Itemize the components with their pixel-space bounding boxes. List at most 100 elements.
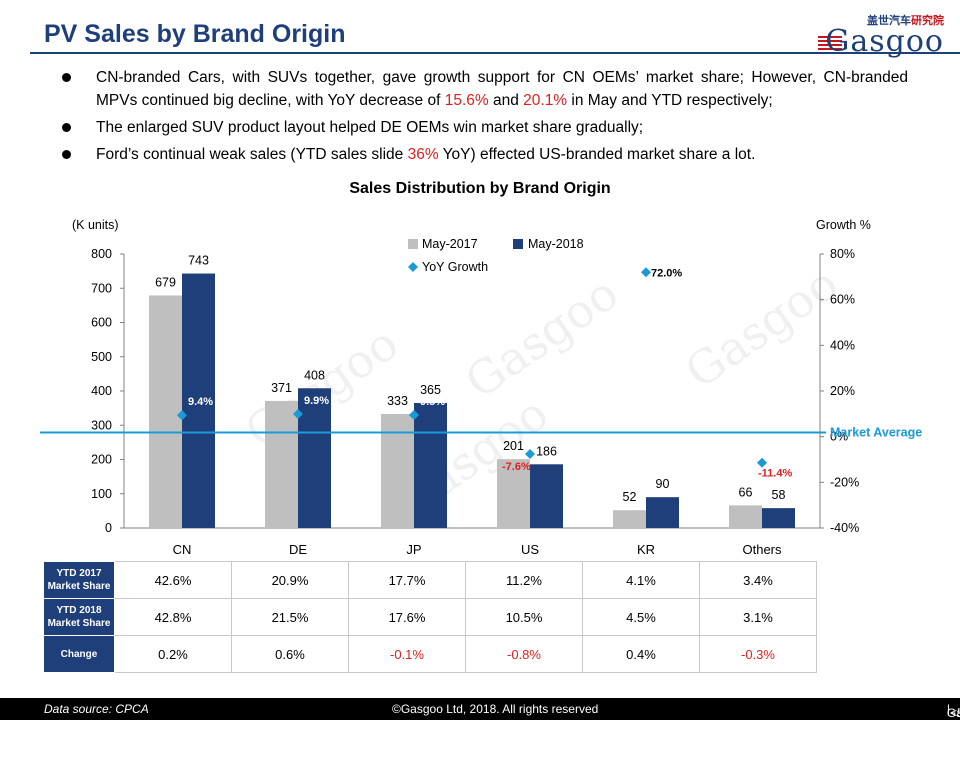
category-label: CN bbox=[173, 542, 192, 557]
bar-value-label: 66 bbox=[739, 485, 753, 499]
bar-value-label: 365 bbox=[420, 383, 441, 397]
category-label: DE bbox=[289, 542, 307, 557]
bullet-item: Ford’s continual weak sales (YTD sales s… bbox=[62, 143, 908, 166]
bar-value-label: 186 bbox=[536, 444, 557, 458]
table-cell: 0.6% bbox=[231, 635, 349, 673]
yoy-growth-label: 9.5% bbox=[420, 396, 445, 408]
left-tick-label: 600 bbox=[91, 316, 112, 330]
yoy-growth-marker bbox=[177, 410, 187, 421]
bar-value-label: 201 bbox=[503, 439, 524, 453]
bullet-text: The enlarged SUV product layout helped D… bbox=[96, 119, 644, 136]
table-cell: 17.6% bbox=[348, 598, 466, 636]
table-cell: 42.8% bbox=[114, 598, 232, 636]
bar-may-2017 bbox=[265, 400, 298, 528]
bar-may-2017 bbox=[729, 505, 762, 528]
category-label: US bbox=[521, 542, 539, 557]
right-axis-title: Growth % bbox=[816, 218, 871, 232]
bullet-text: CN-branded Cars, with SUVs together, gav… bbox=[96, 69, 908, 109]
page-title: PV Sales by Brand Origin bbox=[44, 20, 346, 48]
chart-title: Sales Distribution by Brand Origin bbox=[349, 180, 611, 197]
row-header: Change bbox=[43, 635, 115, 673]
yoy-growth-label: 9.4% bbox=[188, 396, 213, 408]
table-row: Change 0.2% 0.6% -0.1% -0.8% 0.4% -0.3% bbox=[43, 635, 817, 673]
watermark: Gasgoo bbox=[455, 266, 627, 409]
bar-value-label: 52 bbox=[623, 490, 637, 504]
left-tick-label: 700 bbox=[91, 281, 112, 295]
data-source: Data source: CPCA bbox=[44, 702, 149, 716]
left-axis-title: (K units) bbox=[72, 218, 119, 232]
yoy-growth-marker bbox=[525, 449, 535, 460]
market-share-table: YTD 2017 Market Share 42.6% 20.9% 17.7% 11.2%… bbox=[43, 561, 817, 673]
bar-value-label: 58 bbox=[772, 488, 786, 502]
bar-may-2017 bbox=[497, 459, 530, 528]
table-cell: 11.2% bbox=[465, 561, 583, 599]
yoy-growth-label: 9.9% bbox=[304, 395, 329, 407]
category-label: Others bbox=[742, 542, 782, 557]
bar-may-2018 bbox=[298, 388, 331, 528]
legend-label: May-2018 bbox=[528, 237, 584, 251]
table-row: YTD 2018 Market Share 42.8% 21.5% 17.6% 10.5%… bbox=[43, 598, 817, 636]
bar-may-2018 bbox=[182, 273, 215, 528]
legend-label: May-2017 bbox=[422, 237, 478, 251]
legend-swatch-may-2018 bbox=[513, 239, 523, 249]
institute-label: Gasgoo Auto Research Institute | <5> bbox=[946, 702, 960, 762]
right-tick-label: 40% bbox=[830, 338, 855, 352]
logo-stripes-icon bbox=[818, 36, 842, 50]
table-cell: 17.7% bbox=[348, 561, 466, 599]
left-tick-label: 200 bbox=[91, 453, 112, 467]
legend-label: YoY Growth bbox=[422, 260, 488, 274]
right-tick-label: -20% bbox=[830, 475, 859, 489]
left-tick-label: 100 bbox=[91, 487, 112, 501]
right-tick-label: 0% bbox=[830, 430, 848, 444]
table-cell: 3.4% bbox=[699, 561, 817, 599]
category-label: KR bbox=[637, 542, 655, 557]
bar-value-label: 90 bbox=[656, 477, 670, 491]
bullet-item: CN-branded Cars, with SUVs together, gav… bbox=[62, 66, 908, 112]
yoy-growth-label: 72.0% bbox=[651, 267, 682, 279]
legend-swatch-may-2017 bbox=[408, 239, 418, 249]
sales-distribution-chart: Gasgoo GasgooGasgooGasgoo0100200300400500… bbox=[40, 218, 922, 557]
yoy-growth-marker bbox=[757, 457, 767, 468]
table-cell: 42.6% bbox=[114, 561, 232, 599]
bar-may-2018 bbox=[646, 497, 679, 528]
row-header: YTD 2017 Market Share bbox=[43, 561, 115, 599]
right-tick-label: 60% bbox=[830, 293, 855, 307]
bar-value-label: 333 bbox=[387, 394, 408, 408]
market-average-label: Market Average bbox=[830, 426, 922, 440]
bullet-item: The enlarged SUV product layout helped D… bbox=[62, 116, 908, 139]
right-tick-label: 80% bbox=[830, 247, 855, 261]
bullet-text: and bbox=[488, 92, 524, 109]
bar-may-2017 bbox=[149, 295, 182, 528]
table-cell: 10.5% bbox=[465, 598, 583, 636]
footer-bar: Data source: CPCA ©Gasgoo Ltd, 2018. All… bbox=[0, 698, 960, 762]
yoy-growth-label: -7.6% bbox=[502, 461, 531, 473]
yoy-growth-marker bbox=[641, 267, 651, 278]
row-header: YTD 2018 Market Share bbox=[43, 598, 115, 636]
legend-swatch-yoy-growth bbox=[408, 262, 418, 272]
bullet-text: Ford’s continual weak sales (YTD sales s… bbox=[96, 146, 408, 163]
table-cell: 3.1% bbox=[699, 598, 817, 636]
right-tick-label: 20% bbox=[830, 384, 855, 398]
bar-may-2017 bbox=[381, 413, 414, 528]
table-cell: 4.1% bbox=[582, 561, 700, 599]
yoy-growth-label: -11.4% bbox=[758, 468, 792, 480]
bar-may-2018 bbox=[414, 402, 447, 528]
bullet-list: CN-branded Cars, with SUVs together, gav… bbox=[62, 66, 908, 170]
gasgoo-logo: 盖世汽车研究院 Gasgoo bbox=[818, 12, 950, 59]
left-tick-label: 0 bbox=[105, 521, 112, 535]
table-cell: 0.2% bbox=[114, 635, 232, 673]
bar-value-label: 679 bbox=[155, 275, 176, 289]
yoy-growth-marker bbox=[409, 409, 419, 420]
bar-value-label: 408 bbox=[304, 368, 325, 382]
table-row: YTD 2017 Market Share 42.6% 20.9% 17.7% 11.2%… bbox=[43, 561, 817, 599]
table-cell: 4.5% bbox=[582, 598, 700, 636]
bar-value-label: 371 bbox=[271, 381, 292, 395]
bar-may-2018 bbox=[530, 464, 563, 528]
category-label: JP bbox=[406, 542, 421, 557]
left-tick-label: 800 bbox=[91, 247, 112, 261]
logo-chinese-text: 盖世汽车研究院 bbox=[867, 15, 944, 27]
bullet-text: YoY) effected US-branded market share a … bbox=[438, 146, 756, 163]
bar-may-2017 bbox=[613, 510, 646, 528]
highlight-value: 15.6% bbox=[444, 92, 489, 109]
table-cell: -0.1% bbox=[348, 635, 466, 673]
